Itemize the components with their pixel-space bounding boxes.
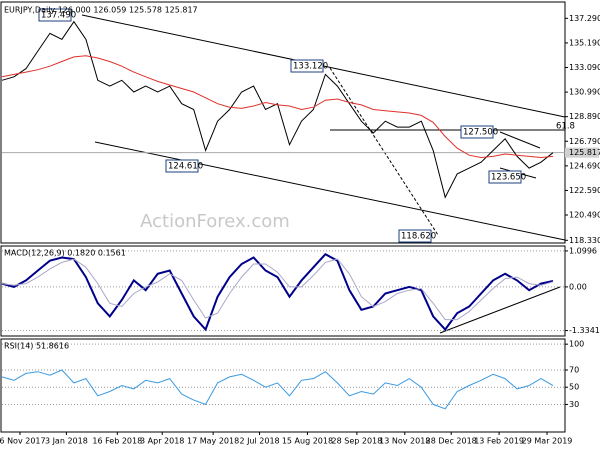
y-tick-label: -1.3341 [569, 326, 600, 335]
y-tick-label: 137.290 [569, 14, 600, 23]
y-tick-label: 0.00 [569, 282, 587, 291]
series-line [1, 55, 554, 159]
annotation-box [460, 125, 494, 139]
y-tick-label: 50 [569, 383, 579, 392]
rsi-panel [0, 338, 566, 433]
y-tick-label: 133.090 [569, 63, 600, 72]
x-tick-label: 13 Nov 2018 [379, 437, 430, 446]
annotation: 61.8 [556, 122, 575, 132]
triangle-upper [499, 131, 541, 149]
x-tick-label: 2 Jul 2018 [239, 437, 279, 446]
annotation: 123.650 [491, 173, 526, 183]
y-tick-label: 135.190 [569, 38, 600, 47]
y-tick-label: 70 [569, 366, 579, 375]
series-line [1, 369, 554, 410]
series-line [1, 20, 554, 199]
y-tick-label: 124.690 [569, 161, 600, 170]
annotation: 124.610 [168, 162, 203, 172]
y-tick-label: 128.890 [569, 112, 600, 121]
series-line [1, 258, 554, 321]
last-price-box [565, 147, 599, 158]
x-tick-label: 16 Feb 2018 [92, 437, 142, 446]
x-tick-label: 28 Dec 2018 [426, 437, 477, 446]
x-tick-label: 29 Mar 2019 [522, 437, 573, 446]
x-tick-label: 13 Feb 2019 [474, 437, 524, 446]
projection-line [329, 67, 439, 236]
panel-title: RSI(14) 51.8616 [4, 342, 69, 351]
annotation-box [488, 170, 522, 184]
watermark: ActionForex.com [140, 211, 290, 232]
last-price-label: 125.817 [569, 148, 600, 157]
annotation-box [398, 229, 432, 243]
macd-trendline [439, 286, 561, 334]
annotation: 133.120 [293, 62, 328, 72]
annotation: 137.490 [41, 11, 76, 21]
y-tick-label: 120.490 [569, 211, 600, 220]
y-tick-label: 126.790 [569, 137, 600, 146]
panel-title: MACD(12,26,9) 0.1820 0.1561 [4, 249, 126, 258]
channel-lower [94, 141, 566, 241]
y-tick-label: 130.990 [569, 88, 600, 97]
macd-panel [0, 245, 566, 337]
annotation-box [290, 59, 324, 73]
x-tick-label: 28 Sep 2018 [332, 437, 383, 446]
panel-title: EURJPY,Daily 126.000 126.059 125.578 125… [4, 6, 198, 15]
x-tick-label: 3 Apr 2018 [140, 437, 184, 446]
annotation: 127.500 [463, 128, 498, 138]
x-tick-label: 3 Jan 2018 [45, 437, 88, 446]
annotation-box [165, 159, 199, 173]
y-tick-label: 100 [569, 340, 584, 349]
y-tick-label: 30 [569, 400, 579, 409]
y-tick-label: 118.330 [569, 236, 600, 245]
annotation: 118.620 [401, 232, 436, 242]
annotation-box [38, 8, 72, 22]
y-tick-label: 122.590 [569, 186, 600, 195]
y-tick-label: 1.0996 [569, 246, 597, 255]
x-tick-label: 16 Nov 2017 [0, 437, 46, 446]
x-tick-label: 17 May 2018 [187, 437, 239, 446]
x-tick-label: 15 Aug 2018 [282, 437, 333, 446]
series-line [1, 252, 554, 332]
price-panel [0, 1, 566, 244]
